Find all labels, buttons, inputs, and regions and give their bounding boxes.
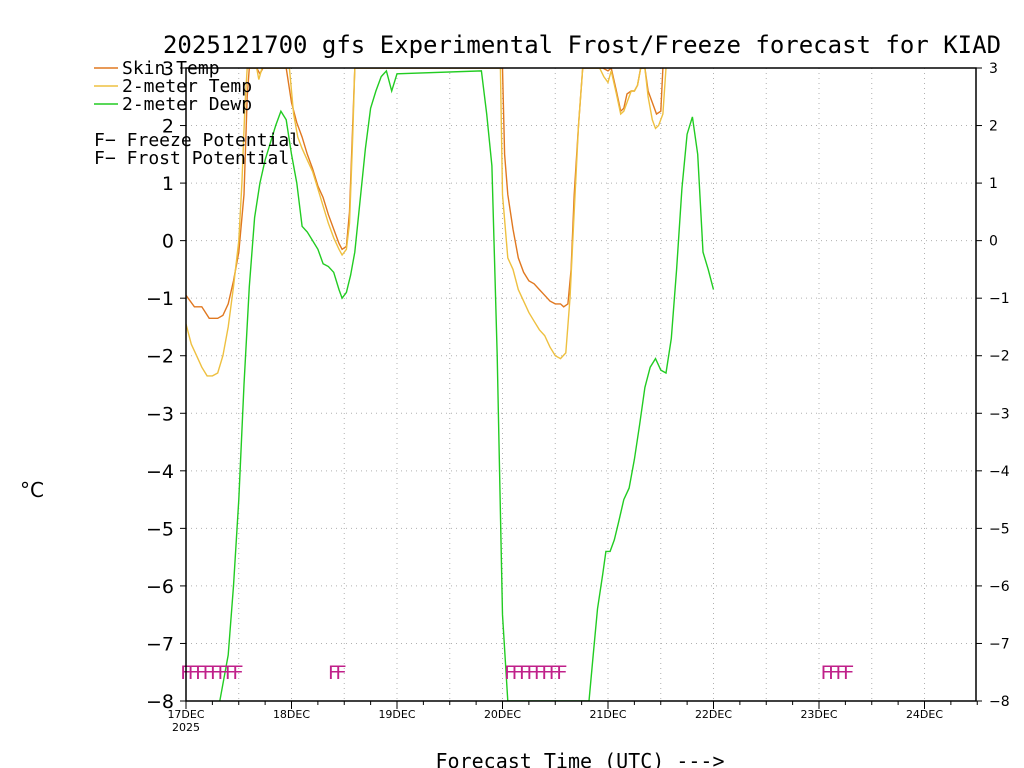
x-tick-label: 22DEC bbox=[695, 708, 732, 721]
y-tick-label-right: 0 bbox=[989, 234, 998, 250]
x-tick-label: 24DEC bbox=[906, 708, 943, 721]
x-axis: 17DEC 18DEC 19DEC 20DEC 21DEC 22DEC 23DEC 24DEC… bbox=[167, 701, 978, 734]
y-tick-label-right: 3 bbox=[989, 61, 998, 77]
y-tick-label-left: 0 bbox=[162, 231, 174, 253]
series-line-skin-temp bbox=[186, 68, 664, 319]
x-tick-label: 20DEC bbox=[484, 708, 521, 721]
legend-flag-letter: F bbox=[94, 148, 105, 169]
legend-flag-letter: F bbox=[94, 130, 105, 151]
x-tick-label: 17DEC bbox=[167, 708, 204, 721]
legend-flag-label: − Freeze Potential bbox=[105, 130, 300, 151]
legend-flag-label: − Frost Potential bbox=[105, 148, 289, 169]
y-axis-label: °C bbox=[20, 478, 44, 502]
freeze-flag-row: FFFFFFFF bbox=[504, 662, 567, 684]
y-tick-label-right: −8 bbox=[989, 694, 1010, 710]
x-tick-label: 23DEC bbox=[800, 708, 837, 721]
y-tick-label-right: −2 bbox=[989, 349, 1010, 365]
legend-label: 2-meter Temp bbox=[122, 76, 252, 97]
freeze-flag-row: FFFF bbox=[820, 662, 853, 684]
y-tick-label-right: −1 bbox=[989, 291, 1010, 307]
x-year-label: 2025 bbox=[172, 721, 200, 734]
legend-label: Skin Temp bbox=[122, 58, 220, 79]
series-line-2-meter-dewp bbox=[219, 69, 715, 701]
y-tick-label-right: 1 bbox=[989, 176, 998, 192]
y-tick-label-left: −1 bbox=[146, 288, 174, 310]
y-tick-label-right: −4 bbox=[989, 464, 1010, 480]
x-tick-label: 21DEC bbox=[589, 708, 626, 721]
grid bbox=[186, 68, 976, 701]
freeze-flag-row: FF bbox=[328, 662, 346, 684]
y-tick-label-left: −4 bbox=[146, 461, 174, 483]
x-tick-label: 18DEC bbox=[273, 708, 310, 721]
freeze-flag-row: FFFFFFFF bbox=[180, 662, 243, 684]
y-tick-label-left: −2 bbox=[146, 346, 174, 368]
y-tick-label-right: −7 bbox=[989, 636, 1010, 652]
y-tick-label-left: −7 bbox=[146, 633, 174, 655]
y-tick-label-left: 3 bbox=[162, 58, 174, 80]
y-tick-label-left: 2 bbox=[162, 116, 174, 138]
y-tick-label-left: −5 bbox=[146, 518, 174, 540]
chart-title: 2025121700 gfs Experimental Frost/Freeze… bbox=[163, 31, 1001, 59]
x-tick-label: 19DEC bbox=[378, 708, 415, 721]
plot-frame bbox=[185, 67, 977, 702]
x-axis-label: Forecast Time (UTC) ---> bbox=[436, 749, 725, 768]
y-axis: 3 3 2 2 1 1 0 0 −1 −1 −2 −2 −3 −3 −4 −4 −5 −5 −6 −6 −7 −7 −8 −8 bbox=[146, 58, 1010, 713]
y-tick-label-left: −6 bbox=[146, 576, 174, 598]
y-tick-label-right: −6 bbox=[989, 579, 1010, 595]
series-line-2-meter-temp bbox=[186, 68, 667, 377]
y-tick-label-right: −5 bbox=[989, 521, 1010, 537]
y-tick-label-right: −3 bbox=[989, 406, 1010, 422]
y-tick-label-left: −8 bbox=[146, 691, 174, 713]
legend-label: 2-meter Dewp bbox=[122, 94, 252, 115]
y-tick-label-left: −3 bbox=[146, 403, 174, 425]
flag-rows: FFFFFFFF FF FFFFFFFF FFFF bbox=[180, 662, 858, 684]
series-lines bbox=[186, 68, 715, 701]
y-tick-label-right: 2 bbox=[989, 119, 998, 135]
y-tick-label-left: 1 bbox=[162, 173, 174, 195]
